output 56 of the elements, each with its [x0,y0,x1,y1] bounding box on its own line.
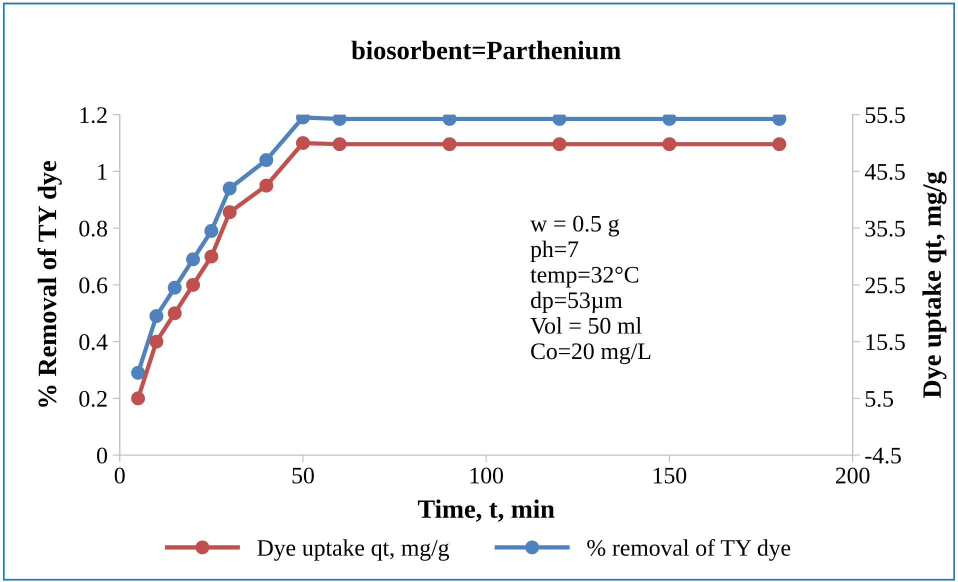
x-tick-label: 200 [836,468,870,484]
point [662,137,676,152]
y-tick-label: 0.6 [79,277,108,294]
point [168,306,182,320]
y2-axis-title: Dye uptake qt, mg/g [922,172,947,398]
y2-tick-label: 5.5 [866,391,894,407]
y-tick-label: 0.8 [79,220,108,237]
point [149,309,164,324]
x-tick-label: 100 [470,468,503,484]
y2-tick-label: 25.5 [865,277,905,294]
point [168,280,182,295]
x-tick-label: 50 [292,468,314,484]
point [204,224,218,238]
point [149,334,164,349]
y-tick-label: 1.2 [80,107,107,124]
point [662,114,676,126]
point [772,114,786,126]
y2-tick-label: 45.5 [864,164,905,180]
point [131,391,146,406]
x-axis-title: Time, t, min [418,499,554,522]
point [222,181,237,196]
annotation: w = 0.5 g [530,216,620,237]
y-axis-title: % Removal of TY dye [37,160,62,407]
point [332,137,347,152]
y2-tick-label: 15.5 [866,334,905,350]
annotation: Vol = 50 ml [530,317,642,334]
point [772,137,786,152]
legend-label: Dye uptake qt, mg/g [257,539,450,561]
x-tick-label: 0 [114,468,125,484]
annotation: Co=20 mg/L [531,343,650,364]
annotation: temp=32°C [530,266,638,288]
annotation: ph=7 [530,240,578,262]
y-tick-label: 0.2 [79,390,107,407]
point [552,137,566,152]
point [259,153,274,167]
point [222,205,237,220]
point [186,252,200,266]
point [552,114,566,126]
chart-title: biosorbent=Parthenium [351,40,621,60]
point [259,178,274,193]
point [131,366,146,380]
x-tick-label: 150 [654,468,686,484]
point [204,250,218,264]
y2-tick-label: 35.5 [866,220,905,237]
legend-label: % removal of TY dye [587,539,790,561]
annotation: dp=53µm [531,292,622,314]
point [442,114,456,126]
point [186,278,200,292]
y-tick-label: 1 [98,164,107,180]
y2-tick-label: -4.5 [865,448,901,464]
y-tick-label: 0 [97,448,108,464]
point [332,114,347,126]
point [442,137,456,152]
point [296,136,310,150]
y-tick-label: 0.4 [79,334,108,350]
y2-tick-label: 55.5 [866,107,905,124]
